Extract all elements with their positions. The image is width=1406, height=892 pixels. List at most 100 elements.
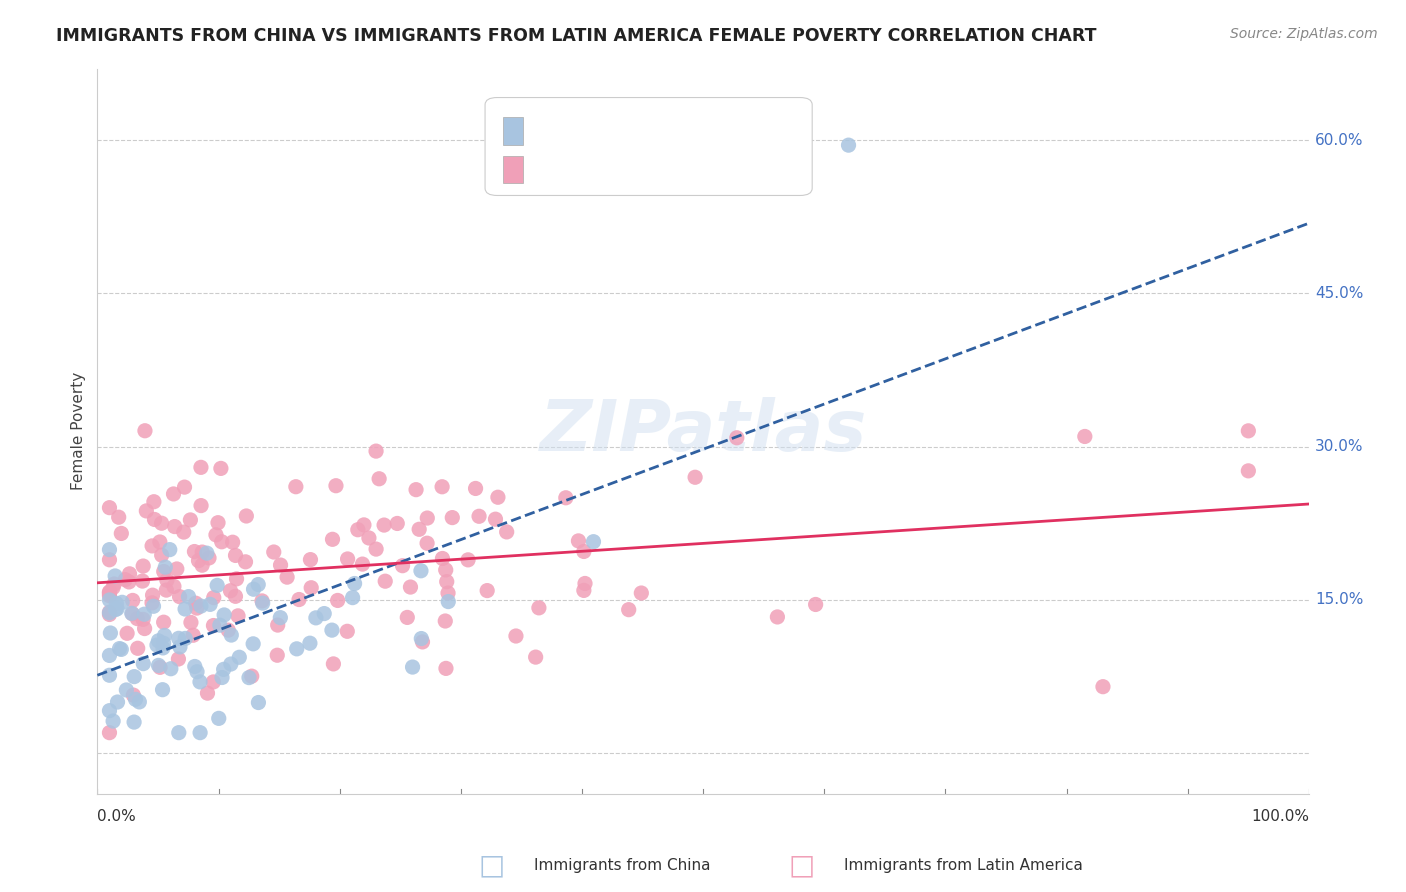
Point	[321, 623, 343, 637]
Y-axis label: Female Poverty: Female Poverty	[72, 372, 86, 491]
Point	[352, 557, 374, 571]
Text: 15.0%: 15.0%	[1315, 592, 1364, 607]
Point	[127, 641, 149, 656]
Point	[357, 531, 380, 545]
Text: ZIPatlas: ZIPatlas	[540, 397, 868, 466]
Point	[219, 657, 242, 671]
Point	[411, 635, 433, 649]
Point	[191, 558, 214, 573]
Point	[207, 516, 229, 530]
Point	[114, 573, 136, 587]
Point	[285, 641, 308, 656]
Point	[221, 535, 243, 549]
Point	[107, 695, 129, 709]
Point	[434, 614, 457, 628]
Point	[174, 632, 197, 646]
Point	[250, 594, 273, 608]
Point	[134, 607, 156, 622]
Point	[181, 628, 204, 642]
Point	[252, 596, 274, 610]
Point	[396, 610, 419, 624]
Point	[150, 548, 173, 562]
Point	[527, 600, 550, 615]
Point	[683, 470, 706, 484]
Point	[111, 595, 134, 609]
Point	[153, 628, 176, 642]
Point	[188, 674, 211, 689]
Point	[267, 618, 290, 632]
Point	[156, 573, 179, 587]
Point	[554, 491, 576, 505]
Point	[141, 596, 163, 610]
Point	[582, 534, 605, 549]
Point	[336, 624, 359, 639]
Point	[212, 662, 235, 676]
Text: 45.0%: 45.0%	[1315, 285, 1364, 301]
Point	[107, 510, 129, 524]
Point	[105, 601, 128, 615]
Text: 60.0%: 60.0%	[1315, 133, 1364, 147]
Point	[118, 574, 141, 589]
Point	[142, 588, 165, 602]
Point	[1237, 424, 1260, 438]
Text: Immigrants from Latin America: Immigrants from Latin America	[844, 858, 1083, 872]
Text: □: □	[789, 851, 814, 880]
Point	[432, 551, 454, 566]
Point	[198, 550, 221, 565]
Point	[163, 519, 186, 533]
Point	[98, 553, 121, 567]
Point	[374, 574, 396, 589]
Point	[98, 607, 121, 622]
Point	[505, 629, 527, 643]
Point	[162, 487, 184, 501]
Bar	[503, 117, 523, 145]
Point	[221, 628, 243, 642]
Point	[1091, 680, 1114, 694]
Point	[468, 509, 491, 524]
Point	[217, 623, 239, 637]
Point	[121, 607, 143, 621]
Point	[219, 583, 242, 598]
Point	[148, 633, 170, 648]
Point	[101, 581, 124, 595]
Point	[198, 598, 221, 612]
Text: Source: ZipAtlas.com: Source: ZipAtlas.com	[1230, 27, 1378, 41]
Point	[437, 594, 460, 608]
Point	[186, 665, 208, 679]
Point	[155, 560, 177, 574]
Point	[804, 598, 827, 612]
Point	[173, 480, 195, 494]
Point	[152, 682, 174, 697]
Point	[247, 577, 270, 591]
Point	[572, 544, 595, 558]
Point	[238, 671, 260, 685]
Point	[464, 482, 486, 496]
Point	[411, 632, 433, 646]
Point	[180, 615, 202, 630]
Point	[325, 479, 347, 493]
Point	[146, 638, 169, 652]
Point	[495, 524, 517, 539]
Point	[132, 559, 155, 574]
Point	[305, 611, 328, 625]
Point	[167, 632, 190, 646]
Point	[211, 671, 233, 685]
Point	[183, 544, 205, 558]
Point	[190, 460, 212, 475]
Point	[408, 522, 430, 536]
Point	[134, 424, 156, 438]
Point	[224, 590, 246, 604]
Point	[160, 662, 183, 676]
Point	[226, 608, 249, 623]
Point	[169, 640, 191, 654]
Point	[98, 593, 121, 607]
Point	[838, 138, 860, 153]
Point	[115, 683, 138, 698]
Point	[122, 688, 145, 702]
Point	[209, 461, 232, 475]
Point	[190, 499, 212, 513]
Text: 145: 145	[709, 159, 741, 174]
Point	[173, 524, 195, 539]
Point	[288, 592, 311, 607]
Point	[263, 545, 285, 559]
